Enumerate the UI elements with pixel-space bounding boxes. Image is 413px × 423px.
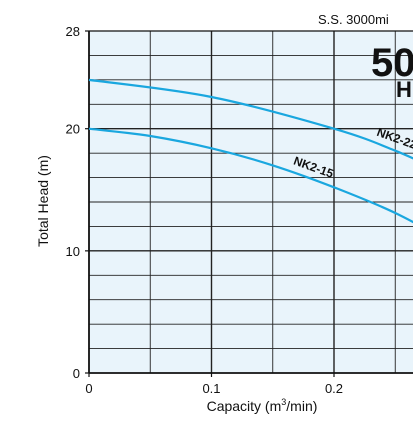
- x-tick-label: 0.1: [202, 381, 220, 396]
- axes: [85, 30, 413, 377]
- y-tick-label: 28: [66, 24, 80, 39]
- x-tick-label: 0.2: [325, 381, 343, 396]
- curve-nk2-22: [88, 78, 413, 160]
- speed-note: S.S. 3000mi: [318, 12, 389, 27]
- x-tick-label: 0: [85, 381, 92, 396]
- x-axis-title: Capacity (m3/min): [207, 397, 318, 414]
- corner-model-suffix: H: [396, 77, 412, 102]
- y-tick-label: 0: [73, 366, 80, 381]
- tick-labels: 00.10.20.30.40.50102028: [66, 24, 344, 396]
- y-tick-label: 10: [66, 244, 80, 259]
- x-axis-title-superscript: 3: [281, 397, 286, 407]
- curve-nk2-15: [88, 127, 413, 224]
- x-axis-title-tail: /min): [286, 398, 317, 414]
- y-axis-title: Total Head (m): [35, 155, 51, 247]
- y-tick-label: 20: [66, 122, 80, 137]
- corner-model-number: 50: [371, 41, 413, 85]
- x-axis-title-main: Capacity (m: [207, 398, 282, 414]
